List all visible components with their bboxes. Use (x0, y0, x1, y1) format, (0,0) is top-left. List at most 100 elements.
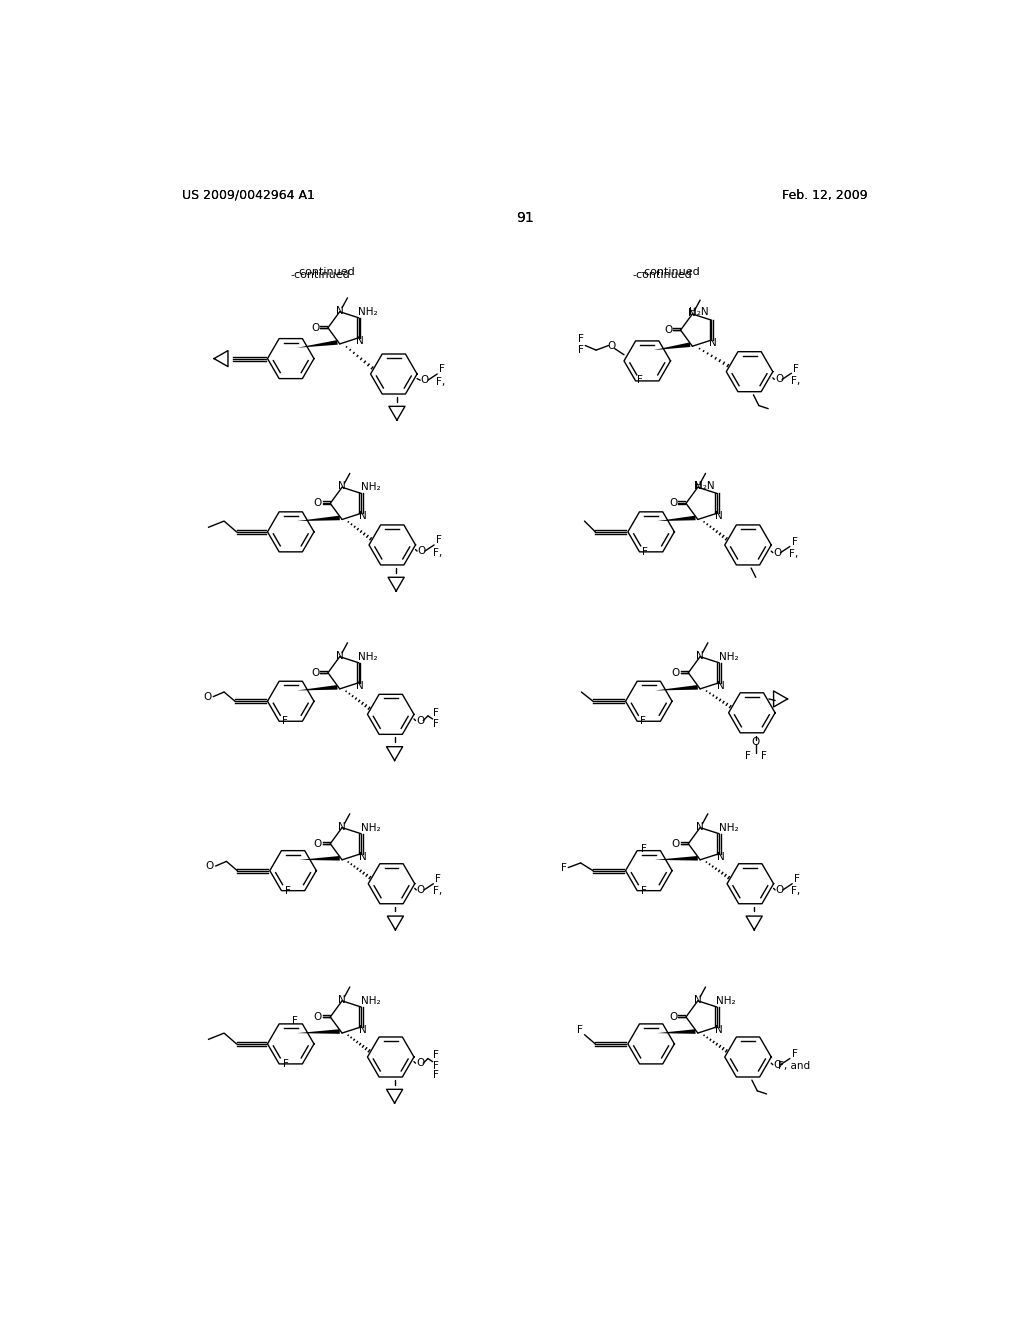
Text: F: F (286, 886, 292, 896)
Polygon shape (653, 342, 690, 350)
Text: F: F (435, 874, 441, 884)
Text: H₂N: H₂N (689, 308, 709, 317)
Text: O: O (670, 1012, 678, 1022)
Text: F, and: F, and (777, 1061, 810, 1072)
Polygon shape (297, 1030, 340, 1034)
Text: O: O (775, 884, 784, 895)
Text: O: O (775, 375, 783, 384)
Text: F: F (579, 334, 585, 345)
Text: Feb. 12, 2009: Feb. 12, 2009 (781, 189, 867, 202)
Text: 91: 91 (516, 211, 534, 226)
Text: Feb. 12, 2009: Feb. 12, 2009 (781, 189, 867, 202)
Text: N: N (338, 822, 346, 832)
Text: F: F (439, 364, 444, 375)
Text: F,: F, (790, 549, 799, 560)
Text: O: O (418, 546, 426, 556)
Polygon shape (655, 685, 698, 690)
Text: NH₂: NH₂ (358, 306, 378, 317)
Text: N: N (694, 995, 701, 1005)
Text: F: F (433, 708, 438, 718)
Text: O: O (417, 884, 425, 895)
Text: N: N (358, 511, 367, 521)
Text: O: O (773, 548, 781, 557)
Text: F,: F, (792, 887, 801, 896)
Text: O: O (607, 341, 615, 351)
Text: F: F (745, 751, 751, 760)
Text: N: N (338, 482, 346, 491)
Text: F: F (761, 751, 766, 760)
Text: F: F (560, 862, 566, 873)
Text: F: F (637, 375, 642, 385)
Text: -continued: -continued (296, 268, 355, 277)
Text: N: N (358, 1026, 367, 1035)
Text: O: O (664, 325, 673, 335)
Text: O: O (672, 668, 680, 677)
Text: F: F (436, 536, 441, 545)
Text: F: F (433, 1071, 438, 1081)
Text: NH₂: NH₂ (360, 482, 380, 492)
Text: O: O (313, 1012, 322, 1022)
Text: F,: F, (436, 376, 445, 387)
Polygon shape (299, 855, 340, 861)
Text: O: O (670, 499, 678, 508)
Text: O: O (313, 499, 322, 508)
Text: 91: 91 (516, 211, 534, 226)
Text: F: F (292, 1016, 298, 1026)
Text: N: N (688, 309, 696, 318)
Text: F: F (640, 717, 645, 726)
Text: O: O (311, 323, 319, 333)
Text: NH₂: NH₂ (719, 652, 738, 661)
Text: NH₂: NH₂ (360, 995, 380, 1006)
Text: NH₂: NH₂ (358, 652, 378, 661)
Text: US 2009/0042964 A1: US 2009/0042964 A1 (182, 189, 315, 202)
Text: US 2009/0042964 A1: US 2009/0042964 A1 (182, 189, 315, 202)
Text: F,: F, (433, 548, 442, 557)
Text: F: F (284, 1059, 289, 1069)
Text: O: O (204, 692, 212, 702)
Text: NH₂: NH₂ (717, 995, 736, 1006)
Text: N: N (696, 651, 703, 661)
Polygon shape (297, 341, 338, 348)
Polygon shape (655, 855, 698, 861)
Text: F: F (642, 546, 648, 557)
Text: -continued: -continued (291, 271, 350, 280)
Text: F: F (792, 537, 798, 546)
Text: O: O (672, 838, 680, 849)
Text: F,: F, (432, 887, 441, 896)
Text: -continued: -continued (641, 268, 700, 277)
Text: N: N (338, 995, 346, 1005)
Text: N: N (696, 822, 703, 832)
Text: F: F (792, 1049, 798, 1059)
Text: O: O (313, 838, 322, 849)
Text: N: N (358, 851, 367, 862)
Polygon shape (657, 1030, 695, 1034)
Polygon shape (657, 516, 695, 521)
Text: H₂N: H₂N (694, 480, 715, 491)
Text: N: N (356, 681, 365, 690)
Text: N: N (336, 651, 344, 661)
Text: N: N (336, 306, 344, 315)
Text: N: N (709, 338, 717, 348)
Text: F: F (578, 345, 584, 355)
Text: O: O (416, 1059, 424, 1068)
Polygon shape (297, 685, 338, 690)
Text: F: F (433, 718, 438, 729)
Text: F,: F, (791, 376, 800, 385)
Text: NH₂: NH₂ (360, 822, 380, 833)
Text: F: F (577, 1026, 583, 1035)
Text: O: O (416, 715, 424, 726)
Text: N: N (694, 482, 701, 491)
Text: N: N (356, 335, 365, 346)
Text: -continued: -continued (633, 271, 692, 280)
Text: N: N (717, 851, 725, 862)
Text: NH₂: NH₂ (719, 822, 738, 833)
Text: F: F (794, 874, 800, 884)
Text: O: O (773, 1060, 781, 1069)
Polygon shape (297, 516, 340, 521)
Text: O: O (311, 668, 319, 677)
Text: F: F (641, 886, 647, 896)
Text: F: F (641, 843, 647, 854)
Text: O: O (205, 861, 213, 871)
Text: O: O (752, 737, 760, 747)
Text: F: F (433, 1051, 438, 1060)
